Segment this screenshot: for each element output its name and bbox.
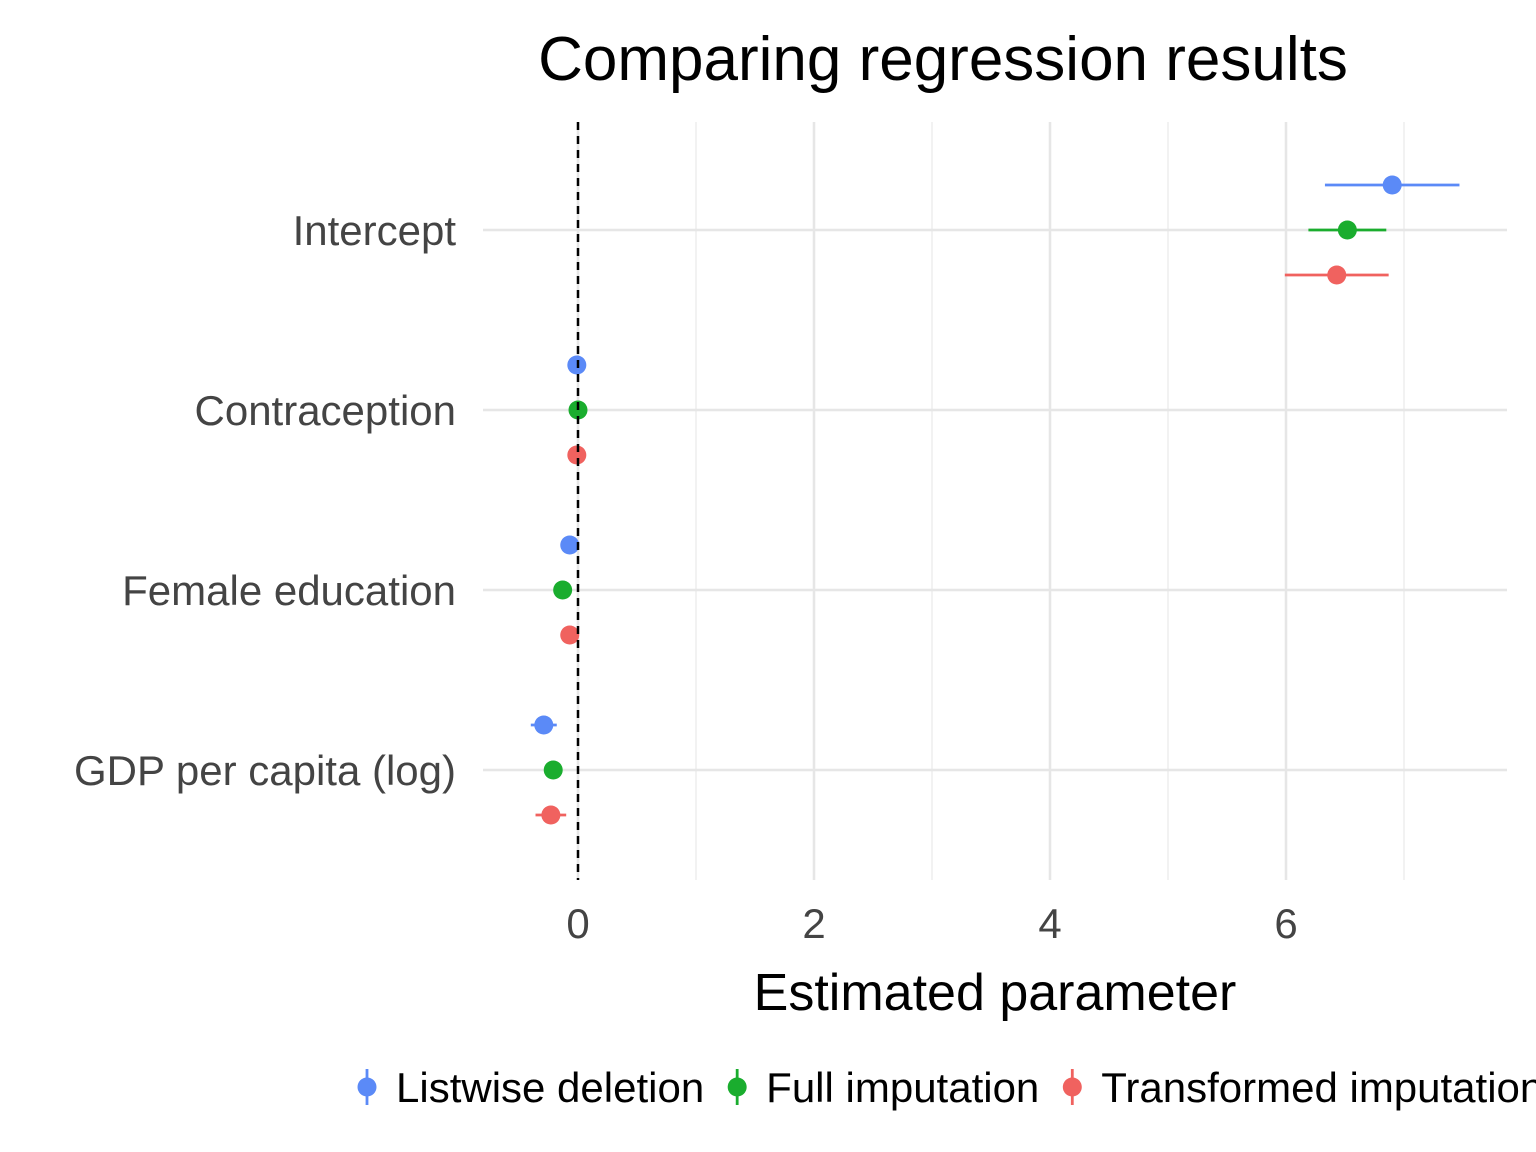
x-tick-labels: 0 2 4 6 <box>566 900 1297 947</box>
legend: Listwise deletion Full imputation Transfor… <box>357 1064 1536 1111</box>
x-tick-label: 2 <box>802 900 825 947</box>
data-marks <box>530 122 1460 880</box>
grid-layer <box>483 122 1507 880</box>
chart-title: Comparing regression results <box>538 25 1348 94</box>
y-category-label: GDP per capita (log) <box>74 747 456 794</box>
y-category-label: Female education <box>122 567 456 614</box>
legend-item: Listwise deletion <box>357 1064 704 1111</box>
estimate-point <box>560 625 580 645</box>
x-tick-label: 0 <box>566 900 589 947</box>
category-labels: Intercept Contraception Female education GD… <box>74 207 456 794</box>
y-category-label: Contraception <box>195 387 457 434</box>
estimate-point <box>1337 220 1357 240</box>
legend-key-point <box>357 1077 377 1097</box>
x-tick-label: 4 <box>1038 900 1061 947</box>
legend-label: Transformed imputation <box>1101 1064 1536 1111</box>
legend-key-point <box>727 1077 747 1097</box>
legend-item: Full imputation <box>727 1064 1039 1111</box>
estimate-point <box>560 535 580 555</box>
estimate-point <box>541 805 561 825</box>
estimate-point <box>567 445 587 465</box>
x-tick-label: 6 <box>1274 900 1297 947</box>
x-axis-title: Estimated parameter <box>754 964 1237 1022</box>
y-category-label: Intercept <box>293 207 457 254</box>
estimate-point <box>1327 265 1347 285</box>
legend-key-point <box>1062 1077 1082 1097</box>
estimate-point <box>534 715 554 735</box>
legend-item: Transformed imputation <box>1062 1064 1536 1111</box>
legend-label: Full imputation <box>766 1064 1039 1111</box>
estimate-point <box>543 760 563 780</box>
estimate-point <box>553 580 573 600</box>
estimate-point <box>1382 175 1402 195</box>
legend-label: Listwise deletion <box>396 1064 704 1111</box>
